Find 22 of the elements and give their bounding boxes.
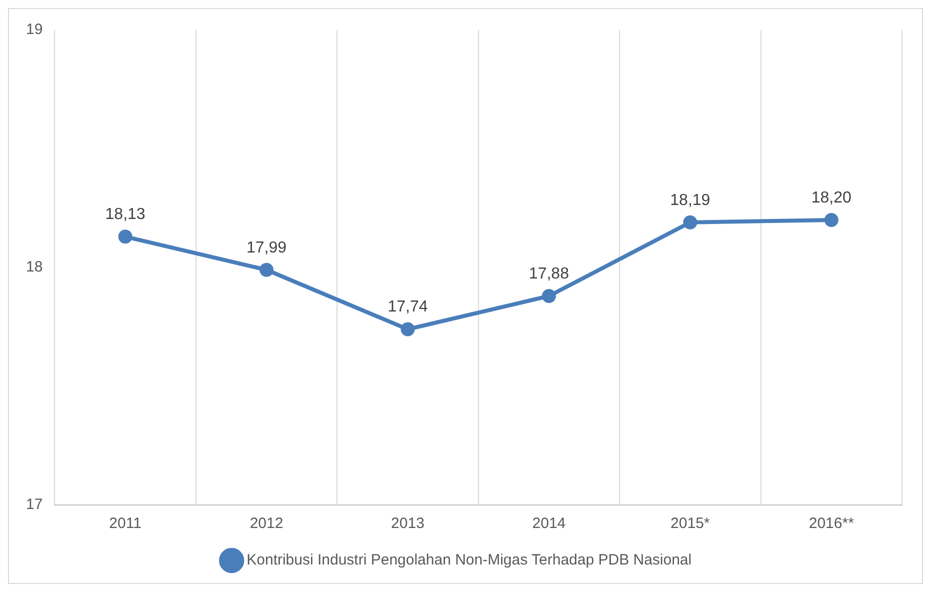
x-tick-label: 2011	[109, 515, 142, 532]
data-label: 18,20	[811, 189, 852, 206]
point	[542, 289, 556, 303]
point	[824, 213, 838, 227]
x-tick-label: 2016**	[808, 515, 854, 532]
point	[260, 262, 274, 277]
legend-label: Kontribusi Industri Pengolahan Non-Migas Terhadap PDB Nasional	[246, 552, 692, 569]
data-label: 18,19	[670, 192, 710, 209]
data-label: 18,13	[105, 206, 146, 224]
point	[683, 215, 698, 230]
y-tick-label: 19	[26, 21, 43, 38]
x-tick-label: 2012	[250, 515, 284, 532]
data-label: 17,99	[246, 239, 287, 256]
y-tick-label: 17	[26, 496, 43, 514]
point	[400, 322, 415, 336]
data-label: 17,74	[388, 298, 428, 316]
x-tick-label: 2014	[532, 515, 566, 532]
point	[118, 230, 132, 244]
x-tick-label: 2015*	[670, 515, 710, 532]
y-tick-label: 18	[26, 258, 43, 276]
x-tick-label: 2013	[391, 515, 424, 532]
data-label: 17,88	[528, 265, 570, 282]
